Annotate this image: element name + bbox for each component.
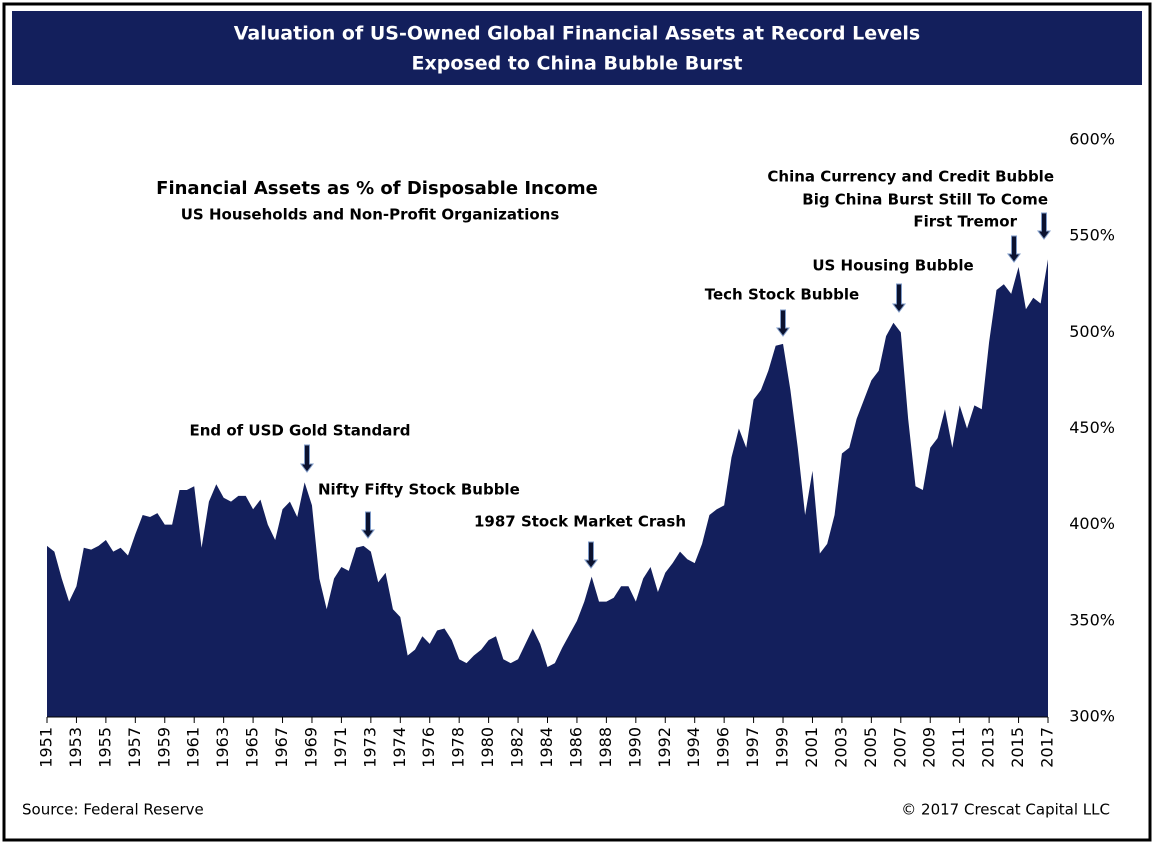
arrow <box>300 444 314 473</box>
area <box>47 259 1048 717</box>
subtitle: Financial Assets as % of Disposable Inco… <box>156 178 598 199</box>
y-tick-label: 300% <box>1069 707 1115 726</box>
arrow <box>1007 235 1021 263</box>
x-tick-label: 1955 <box>95 727 114 768</box>
source: Source: Federal Reserve <box>22 801 204 819</box>
arrow <box>776 309 790 337</box>
x-tick-label: 2013 <box>979 727 998 768</box>
arrow <box>584 541 598 569</box>
annotation: End of USD Gold Standard <box>189 422 410 440</box>
y-tick-label: 550% <box>1069 226 1115 245</box>
x-tick-label: 1969 <box>301 727 320 768</box>
x-tick-label: 2001 <box>802 727 821 768</box>
y-tick-label: 450% <box>1069 418 1115 437</box>
annotation: Big China Burst Still To Come <box>802 191 1048 209</box>
x-tick-label: 1951 <box>37 727 56 768</box>
title-band <box>12 11 1142 85</box>
y-tick-label: 350% <box>1069 610 1115 629</box>
y-tick-label: 400% <box>1069 514 1115 533</box>
annotation: Tech Stock Bubble <box>705 286 859 304</box>
x-tick-label: 1963 <box>213 727 232 768</box>
x-tick-label: 1996 <box>714 727 733 768</box>
annotation: China Currency and Credit Bubble <box>767 168 1054 186</box>
arrow <box>892 283 906 313</box>
x-tick-label: 1999 <box>773 727 792 768</box>
y-tick-label: 500% <box>1069 322 1115 341</box>
annotation: US Housing Bubble <box>812 257 973 275</box>
x-tick-label: 1980 <box>478 727 497 768</box>
x-tick-label: 2007 <box>890 727 909 768</box>
x-tick-label: 1973 <box>360 727 379 768</box>
chart-title: Exposed to China Bubble Burst <box>412 53 743 75</box>
x-tick-label: 1997 <box>743 727 762 768</box>
x-tick-label: 1974 <box>390 727 409 768</box>
annotation: First Tremor <box>913 213 1017 231</box>
x-tick-label: 1957 <box>125 727 144 768</box>
x-tick-label: 1978 <box>449 727 468 768</box>
x-tick-label: 2011 <box>949 727 968 768</box>
x-tick-label: 1959 <box>154 727 173 768</box>
arrow <box>361 511 375 539</box>
x-tick-label: 2005 <box>861 727 880 768</box>
y-tick-label: 600% <box>1069 130 1115 149</box>
chart-title: Valuation of US-Owned Global Financial A… <box>234 23 920 45</box>
x-tick-label: 1982 <box>508 727 527 768</box>
x-tick-label: 1994 <box>684 727 703 768</box>
x-tick-label: 1992 <box>655 727 674 768</box>
x-tick-label: 1988 <box>596 727 615 768</box>
subtitle: US Households and Non-Profit Organizatio… <box>181 206 560 224</box>
copyright: © 2017 Crescat Capital LLC <box>901 801 1110 819</box>
x-tick-label: 1984 <box>537 727 556 768</box>
x-tick-label: 1967 <box>272 727 291 768</box>
annotation: 1987 Stock Market Crash <box>474 513 686 531</box>
x-tick-label: 1986 <box>566 727 585 768</box>
x-tick-label: 1976 <box>419 727 438 768</box>
x-tick-label: 1965 <box>243 727 262 768</box>
x-tick-label: 2017 <box>1038 727 1057 768</box>
x-tick-label: 2015 <box>1008 727 1027 768</box>
x-tick-label: 2003 <box>831 727 850 768</box>
x-tick-label: 1971 <box>331 727 350 768</box>
x-tick-label: 1953 <box>66 727 85 768</box>
x-tick-label: 1961 <box>184 727 203 768</box>
annotation: Nifty Fifty Stock Bubble <box>318 481 520 499</box>
arrow <box>1037 212 1051 240</box>
x-tick-label: 1990 <box>625 727 644 768</box>
x-tick-label: 2009 <box>920 727 939 768</box>
